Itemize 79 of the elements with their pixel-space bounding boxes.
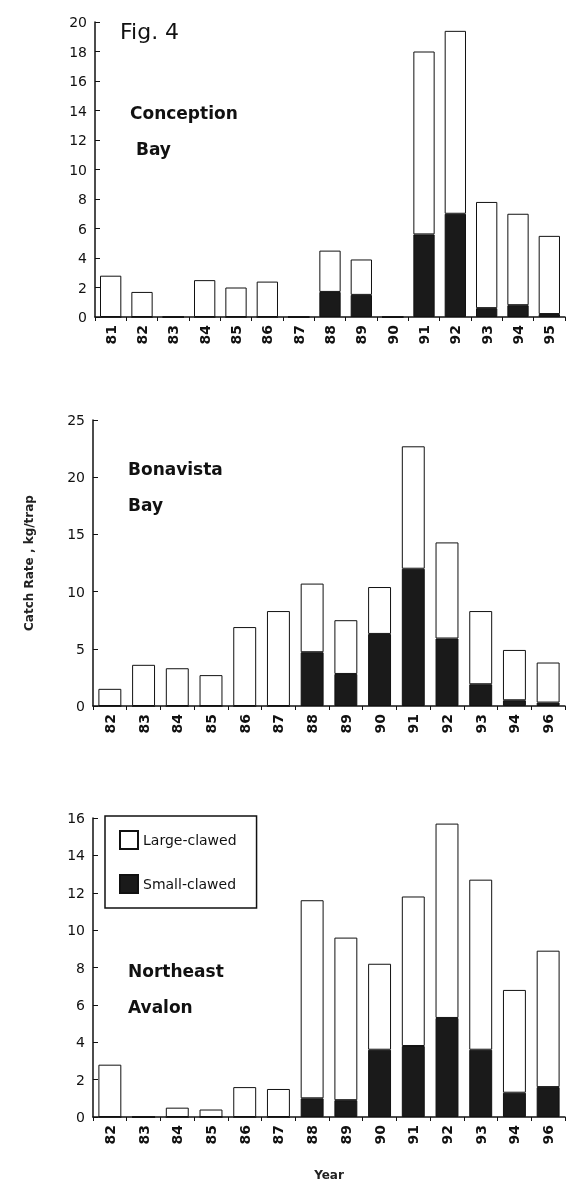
x-tick-label: 89 (353, 325, 370, 345)
x-tick-label: 83 (135, 1125, 152, 1145)
x-tick-label: 91 (416, 325, 432, 345)
x-tick-label: 96 (540, 1125, 557, 1145)
text: Conception Bay (130, 103, 238, 159)
legend-label: Large-clawed (143, 832, 237, 848)
y-tick-label: 14 (69, 102, 88, 119)
x-tick-label: 86 (236, 1125, 253, 1145)
x-tick-label: 93 (478, 325, 495, 345)
x-tick-label: 84 (169, 713, 186, 734)
y-tick-label: 6 (78, 220, 88, 237)
x-tick-label: 86 (259, 325, 276, 345)
x-tick-label: 81 (102, 325, 119, 345)
x-tick-label: 82 (101, 714, 118, 734)
y-tick-label: 12 (69, 132, 87, 148)
y-tick-label: 25 (67, 412, 85, 428)
y-tick-label: 16 (67, 810, 86, 826)
x-tick-label: 93 (472, 714, 489, 734)
x-tick-label: 85 (228, 325, 244, 345)
x-tick-label: 89 (337, 1125, 354, 1145)
x-tick-label: 84 (196, 324, 213, 345)
x-tick-label: 88 (322, 325, 338, 345)
x-tick-label: 91 (405, 714, 422, 734)
x-tick-label: 94 (506, 713, 523, 734)
y-tick-label: 12 (67, 884, 85, 901)
text: Bonavista Bay (128, 459, 229, 515)
y-tick-label: 4 (76, 1034, 86, 1051)
y-tick-label: 14 (67, 847, 86, 864)
x-tick-label: 92 (447, 325, 464, 345)
x-axis-title: Year (313, 1168, 344, 1182)
legend-label: Small-clawed (143, 876, 237, 892)
y-tick-label: 10 (67, 583, 85, 600)
x-tick-label: 91 (405, 1125, 422, 1145)
x-tick-label: 93 (472, 1125, 489, 1145)
y-tick-label: 16 (69, 73, 88, 89)
y-tick-label: 4 (78, 250, 88, 266)
y-tick-label: 2 (76, 1071, 85, 1088)
y-tick-label: 10 (67, 922, 85, 939)
y-tick-label: 6 (76, 996, 86, 1013)
bar (538, 235, 560, 315)
x-tick-label: 82 (101, 1125, 118, 1145)
x-tick-label: 90 (384, 324, 401, 345)
y-tick-label: 2 (78, 279, 87, 296)
y-axis-title: Catch Rate , kg/trap (22, 494, 36, 631)
x-tick-label: 87 (270, 714, 287, 734)
x-tick-label: 92 (439, 714, 455, 734)
x-tick-label: 94 (510, 324, 526, 345)
y-tick-label: 0 (76, 1109, 85, 1125)
x-tick-label: 92 (439, 1125, 455, 1145)
x-tick-label: 83 (135, 714, 152, 734)
y-tick-label: 5 (76, 640, 85, 657)
y-tick-label: 10 (69, 161, 87, 178)
x-tick-label: 96 (540, 714, 557, 734)
y-tick-label: 15 (67, 526, 85, 543)
y-tick-label: 0 (78, 309, 87, 325)
y-tick-label: 0 (76, 698, 85, 714)
x-tick-label: 90 (371, 713, 388, 734)
x-tick-label: 95 (541, 325, 558, 345)
x-tick-label: 85 (203, 1125, 219, 1145)
x-tick-label: 85 (203, 714, 219, 734)
x-tick-label: 83 (165, 325, 182, 345)
y-tick-label: 8 (76, 959, 85, 976)
x-tick-label: 94 (506, 1124, 523, 1145)
x-tick-label: 87 (290, 325, 307, 345)
x-tick-label: 87 (270, 1125, 287, 1145)
y-tick-label: 8 (78, 191, 87, 207)
text: Northeast Avalon (128, 961, 230, 1017)
x-tick-label: 86 (236, 714, 253, 734)
x-tick-label: 82 (134, 325, 150, 345)
annotation: Fig. 4 (120, 18, 180, 44)
y-tick-label: 20 (69, 14, 87, 30)
x-tick-label: 84 (169, 1124, 186, 1145)
y-tick-label: 20 (67, 469, 85, 486)
x-tick-label: 88 (304, 714, 321, 734)
x-tick-label: 88 (304, 1125, 321, 1145)
bar (536, 662, 560, 703)
x-tick-label: 90 (371, 1124, 388, 1145)
x-tick-label: 89 (337, 714, 354, 734)
y-tick-label: 18 (69, 43, 87, 60)
